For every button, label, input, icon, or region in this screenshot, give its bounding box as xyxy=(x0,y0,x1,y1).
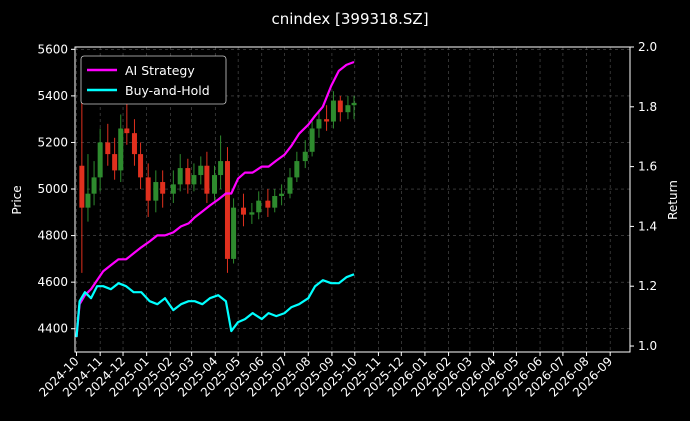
legend: AI Strategy Buy-and-Hold xyxy=(80,55,227,105)
candle-body xyxy=(249,212,255,215)
candle-body xyxy=(97,142,103,178)
candle-body xyxy=(153,182,159,201)
y-left-tick-label: 4400 xyxy=(37,322,68,336)
candle-body xyxy=(185,168,191,185)
chart-title: cnindex [399318.SZ] xyxy=(271,10,428,28)
y-right-tick-label: 1.6 xyxy=(638,160,657,174)
candle-body xyxy=(170,184,176,194)
y-left-tick-label: 5400 xyxy=(37,89,68,103)
candle-body xyxy=(324,119,330,122)
candle-body xyxy=(345,105,351,113)
y-right-tick-label: 1.0 xyxy=(638,339,657,353)
candle-body xyxy=(218,161,224,176)
candle-body xyxy=(198,165,204,176)
candle-body xyxy=(256,200,262,213)
series-line-buy-and-hold xyxy=(75,273,355,338)
y-right-tick-label: 1.8 xyxy=(638,100,657,114)
y-left-tick-label: 5200 xyxy=(37,135,68,149)
candle-body xyxy=(79,165,85,208)
series-line-ai-strategy xyxy=(75,60,355,338)
candle-body xyxy=(85,193,91,208)
candle-body xyxy=(351,102,357,106)
y-left-tick-label: 5000 xyxy=(37,182,68,196)
y-right-tick-label: 1.4 xyxy=(638,219,657,233)
candle-body xyxy=(240,207,246,215)
y-right-tick-label: 1.2 xyxy=(638,279,657,293)
legend-label-ai-strategy: AI Strategy xyxy=(125,63,195,78)
candlestick-series xyxy=(79,79,357,273)
candle-body xyxy=(330,100,336,122)
candle-body xyxy=(105,142,111,155)
y-left-tick-label: 5600 xyxy=(37,42,68,56)
candle-body xyxy=(337,100,343,113)
y-axis-left-label: Price xyxy=(10,185,24,214)
candle-body xyxy=(138,154,144,178)
candle-body xyxy=(272,196,278,208)
candle-body xyxy=(294,161,300,178)
candle-body xyxy=(191,175,197,185)
candle-body xyxy=(118,128,124,171)
candle-body xyxy=(224,161,230,259)
y-axis-right-label: Return xyxy=(666,180,680,220)
y-right-tick-label: 2.0 xyxy=(638,40,657,54)
candle-body xyxy=(287,177,293,194)
candle-body xyxy=(131,133,137,155)
candle-body xyxy=(302,151,308,162)
y-left-tick-label: 4600 xyxy=(37,275,68,289)
candle-body xyxy=(309,128,315,152)
legend-box xyxy=(80,55,227,105)
candle-body xyxy=(279,193,285,197)
candle-body xyxy=(204,165,210,194)
plot-frame xyxy=(74,46,631,353)
candle-body xyxy=(231,207,237,259)
candle-body xyxy=(212,175,218,194)
candle-body xyxy=(145,177,151,201)
candle-body xyxy=(91,177,97,194)
return-lines xyxy=(75,60,355,338)
y-left-tick-label: 4800 xyxy=(37,229,68,243)
candle-body xyxy=(316,119,322,129)
legend-label-buy-and-hold: Buy-and-Hold xyxy=(125,83,210,98)
candle-body xyxy=(124,128,130,134)
candle-body xyxy=(112,154,118,171)
candle-body xyxy=(265,200,271,208)
candle-body xyxy=(160,182,166,194)
candle-body xyxy=(177,168,183,185)
